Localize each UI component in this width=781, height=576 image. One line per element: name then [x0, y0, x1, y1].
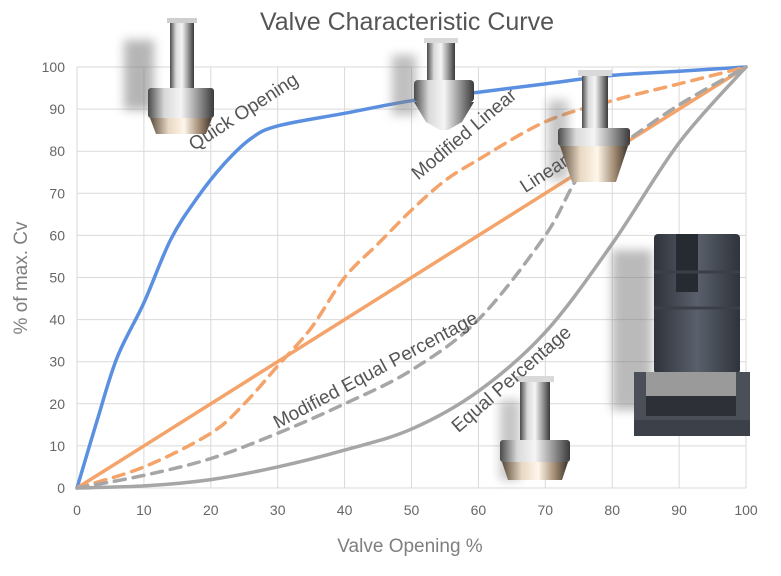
- x-tick-label: 50: [404, 502, 420, 518]
- y-tick-label: 50: [49, 270, 65, 286]
- valve-cage-cross-section-icon: [612, 234, 750, 436]
- x-tick-label: 90: [671, 502, 687, 518]
- valve-plug-icon: [124, 18, 214, 134]
- axes: 0 10 20 30 40 50 60 70 80 90 100 0 10 20 30 40 50 60 70 80 9…: [42, 59, 758, 518]
- x-tick-label: 10: [136, 502, 152, 518]
- y-tick-label: 10: [49, 438, 65, 454]
- x-tick-label: 100: [734, 502, 758, 518]
- x-tick-label: 0: [73, 502, 81, 518]
- x-tick-label: 40: [337, 502, 353, 518]
- x-tick-label: 20: [203, 502, 219, 518]
- y-tick-label: 100: [42, 59, 66, 75]
- y-axis-label: % of max. Cv: [11, 221, 32, 334]
- y-tick-label: 60: [49, 227, 65, 243]
- curve-label-modified-equal-percentage: Modified Equal Percentage: [270, 308, 481, 434]
- valve-plug-icon: [392, 38, 474, 130]
- y-tick-label: 70: [49, 185, 65, 201]
- x-tick-label: 80: [604, 502, 620, 518]
- y-tick-label: 30: [49, 354, 65, 370]
- y-tick-label: 80: [49, 143, 65, 159]
- y-tick-label: 90: [49, 101, 65, 117]
- y-tick-label: 0: [57, 480, 65, 496]
- series-line-equal-percentage: [75, 65, 748, 490]
- y-tick-label: 40: [49, 312, 65, 328]
- x-axis-label: Valve Opening %: [337, 536, 483, 557]
- x-tick-label: 30: [270, 502, 286, 518]
- valve-plug-icon: [500, 376, 570, 480]
- x-tick-label: 60: [471, 502, 487, 518]
- valve-plug-icon: [548, 70, 630, 182]
- y-tick-label: 20: [49, 396, 65, 412]
- x-tick-label: 70: [538, 502, 554, 518]
- chart-title: Valve Characteristic Curve: [260, 8, 554, 36]
